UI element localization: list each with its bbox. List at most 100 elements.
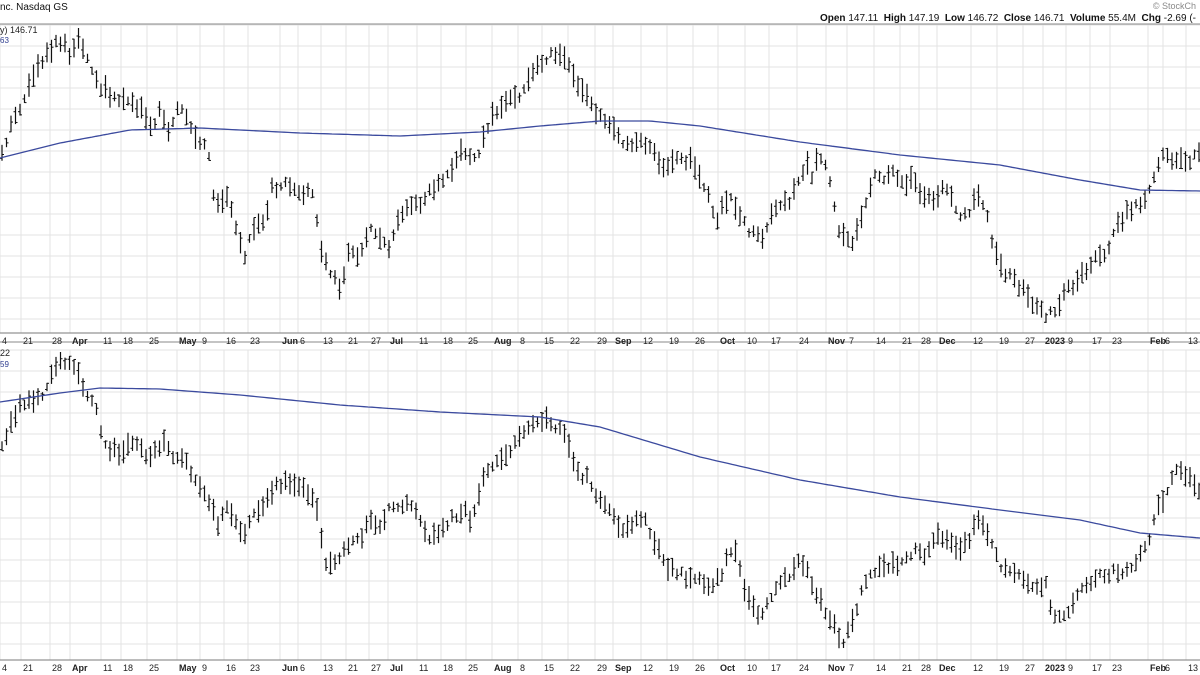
bottom-panel-price-bar	[1188, 467, 1192, 488]
top-panel-price-bars	[0, 28, 1200, 323]
top-panel-price-bar	[229, 200, 234, 218]
bottom-panel-x-tick-label: 7	[849, 663, 854, 673]
top-panel-price-bar	[589, 96, 594, 112]
top-panel-price-bar	[801, 164, 805, 181]
top-panel-price-bar	[499, 95, 504, 119]
top-panel-price-bar	[639, 132, 643, 148]
bottom-panel-price-bar	[369, 509, 373, 530]
top-panel-price-bar	[769, 203, 774, 225]
bottom-panel-ma-label: 59	[0, 360, 9, 369]
top-panel-price-bar	[486, 122, 490, 134]
bottom-panel-price-bar	[423, 520, 427, 543]
bottom-panel-x-tick-label: 28	[52, 663, 62, 673]
top-panel-price-bar	[918, 183, 922, 205]
bottom-panel-price-bar	[490, 461, 495, 472]
bottom-panel-price-bar	[900, 557, 904, 566]
bottom-panel-price-bar	[558, 420, 562, 435]
bottom-panel-price-bar	[589, 481, 594, 492]
top-panel-price-bar	[418, 196, 423, 214]
top-panel-price-bar	[931, 191, 936, 211]
top-panel-price-bar	[823, 159, 828, 171]
top-panel-price-bar	[153, 118, 157, 130]
top-panel-price-bar	[369, 223, 373, 232]
bottom-panel-x-tick-label: Jul	[390, 663, 403, 673]
top-panel-x-tick-label: 12	[643, 336, 653, 346]
top-panel-price-bar	[625, 135, 630, 152]
bottom-panel-x-tick-label: 21	[23, 663, 33, 673]
bottom-panel-price-bar	[310, 488, 315, 508]
top-panel-price-bar	[1008, 268, 1012, 280]
bottom-panel-x-tick-label: 23	[250, 663, 260, 673]
top-panel-price-bar	[306, 182, 310, 198]
bottom-panel-price-bar	[769, 593, 774, 603]
bottom-panel-x-tick-label: 15	[544, 663, 554, 673]
top-panel-price-bar	[891, 164, 895, 177]
top-panel-price-bar	[1179, 147, 1183, 170]
top-panel-price-bar	[814, 147, 819, 171]
top-panel-price-bar	[657, 151, 661, 175]
bottom-panel-price-bar	[130, 435, 135, 451]
top-panel-price-bar	[1156, 156, 1161, 173]
top-panel-price-bar	[1138, 196, 1143, 214]
top-panel-price-bar	[1116, 211, 1120, 233]
bottom-panel-x-tick-label: 24	[799, 663, 809, 673]
top-panel-price-bar	[1170, 152, 1174, 170]
top-panel-price-bar	[909, 165, 913, 189]
bottom-panel-price-bar	[396, 502, 400, 512]
bottom-panel-price-bar	[360, 528, 364, 549]
top-panel-price-bar	[450, 157, 454, 182]
top-panel-price-bar	[927, 187, 931, 205]
top-panel-price-bar	[936, 185, 940, 208]
top-panel-price-bar	[738, 206, 742, 227]
top-panel-price-bar	[454, 150, 459, 169]
bottom-panel-price-bar	[243, 523, 247, 545]
top-panel-price-bar	[1057, 294, 1062, 317]
bottom-panel-price-bar	[306, 484, 310, 506]
bottom-panel-price-bar	[1066, 605, 1071, 619]
bottom-panel-price-bar	[814, 587, 819, 604]
top-panel-price-bar	[238, 232, 243, 254]
top-panel-price-bar	[58, 36, 63, 52]
bottom-panel-price-bar	[468, 510, 472, 533]
bottom-panel-price-bar	[661, 554, 666, 566]
bottom-panel-price-bar	[315, 498, 319, 521]
top-panel-price-bar	[175, 101, 180, 116]
top-panel-price-bar	[900, 175, 904, 189]
top-panel-x-tick-label: 9	[202, 336, 207, 346]
bottom-panel-price-bar	[616, 515, 621, 538]
bottom-panel-price-bar	[18, 394, 22, 413]
bottom-panel-price-bar	[706, 577, 711, 596]
top-panel-price-bar	[967, 209, 972, 218]
top-panel-x-tick-label: 29	[597, 336, 607, 346]
top-panel-x-tick-label: Apr	[72, 336, 88, 346]
bottom-panel-price-bar	[576, 461, 580, 481]
top-panel-price-bar	[517, 92, 522, 103]
top-panel-price-bar	[220, 189, 225, 213]
bottom-panel-price-bar	[486, 462, 490, 478]
bottom-panel-price-bar	[990, 538, 994, 549]
bottom-panel-price-bar	[976, 510, 981, 530]
bottom-panel-price-bar	[166, 440, 171, 457]
top-panel-price-bar	[711, 205, 715, 219]
bottom-panel-price-bar	[607, 503, 612, 517]
top-panel-x-tick-label: 16	[226, 336, 236, 346]
top-panel-price-bar	[990, 234, 994, 249]
bottom-panel-price-bar	[157, 440, 162, 457]
top-panel-price-bar	[873, 169, 877, 179]
volume-value: 55.4M	[1108, 13, 1136, 24]
bottom-panel-price-bar	[724, 548, 729, 567]
bottom-panel-price-bar	[859, 585, 864, 596]
top-panel-price-bar	[688, 146, 693, 169]
bottom-panel-price-bar	[148, 445, 153, 468]
top-panel-price-bar	[391, 229, 396, 241]
top-panel-price-bar	[778, 200, 783, 211]
bottom-panel-price-bar	[1170, 470, 1174, 485]
bottom-panel-price-bar	[1152, 514, 1156, 526]
top-panel-x-tick-label: 25	[468, 336, 478, 346]
low-value: 146.72	[967, 13, 999, 24]
bottom-panel-price-bar	[319, 527, 324, 549]
top-panel-price-bar	[27, 73, 31, 97]
bottom-panel-price-bar	[909, 551, 913, 561]
bottom-panel-price-bar	[580, 472, 585, 485]
bottom-panel-price-bar	[792, 557, 796, 581]
